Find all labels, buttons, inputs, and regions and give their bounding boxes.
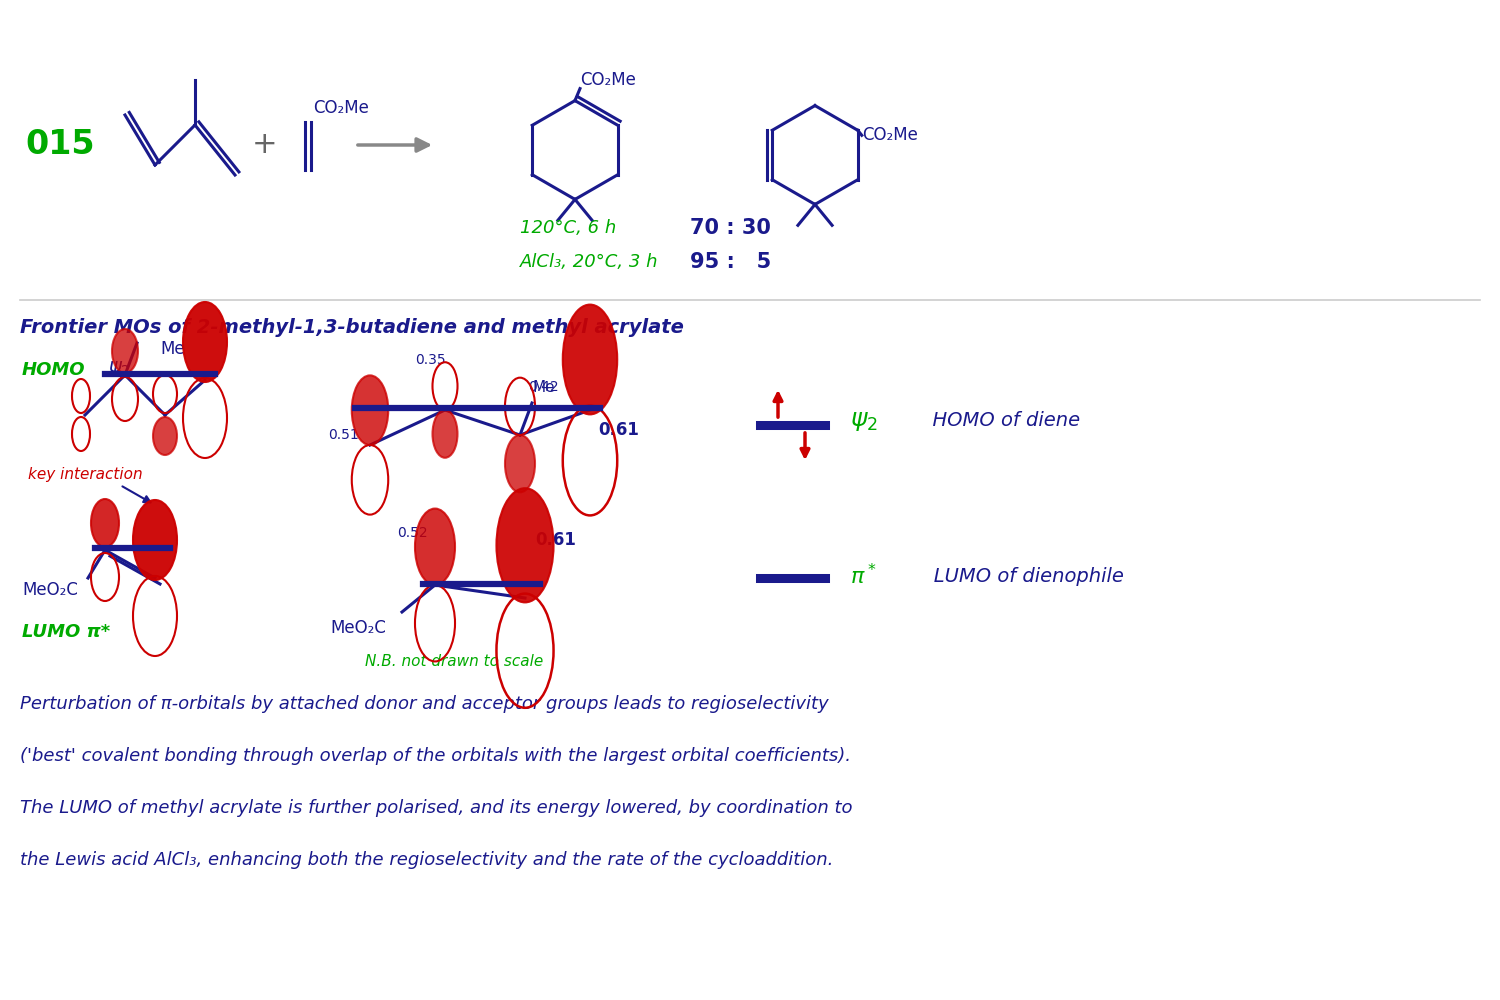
Text: 70 : 30: 70 : 30 bbox=[690, 218, 771, 238]
Ellipse shape bbox=[506, 435, 536, 492]
Ellipse shape bbox=[112, 329, 138, 373]
Text: 120°C, 6 h: 120°C, 6 h bbox=[520, 219, 616, 237]
Text: key interaction: key interaction bbox=[28, 468, 142, 483]
Text: $\pi^*$: $\pi^*$ bbox=[850, 563, 877, 589]
Text: CO₂Me: CO₂Me bbox=[580, 71, 636, 89]
Text: Me: Me bbox=[160, 340, 184, 358]
Ellipse shape bbox=[153, 417, 177, 455]
Text: CO₂Me: CO₂Me bbox=[862, 126, 918, 144]
Text: AlCl₃, 20°C, 3 h: AlCl₃, 20°C, 3 h bbox=[520, 253, 658, 271]
Text: HOMO: HOMO bbox=[22, 361, 86, 379]
Text: MeO₂C: MeO₂C bbox=[330, 619, 386, 637]
Text: $\psi_2$: $\psi_2$ bbox=[850, 409, 877, 433]
Text: Frontier MOs of 2-methyl-1,3-butadiene and methyl acrylate: Frontier MOs of 2-methyl-1,3-butadiene a… bbox=[20, 318, 684, 337]
Text: Perturbation of π-orbitals by attached donor and acceptor groups leads to regios: Perturbation of π-orbitals by attached d… bbox=[20, 695, 828, 713]
Text: $\psi_2$: $\psi_2$ bbox=[108, 359, 130, 377]
Text: 015: 015 bbox=[26, 128, 94, 161]
Ellipse shape bbox=[496, 488, 554, 602]
Text: 0.51: 0.51 bbox=[328, 428, 358, 442]
Text: +: + bbox=[252, 130, 278, 159]
Ellipse shape bbox=[134, 500, 177, 580]
Text: N.B. not drawn to scale: N.B. not drawn to scale bbox=[364, 654, 543, 670]
Text: 0.42: 0.42 bbox=[528, 380, 558, 394]
Text: LUMO π*: LUMO π* bbox=[22, 623, 110, 641]
Ellipse shape bbox=[416, 509, 454, 585]
Ellipse shape bbox=[352, 375, 388, 445]
Ellipse shape bbox=[92, 499, 118, 547]
Ellipse shape bbox=[562, 305, 616, 414]
Ellipse shape bbox=[432, 410, 457, 458]
Text: Me: Me bbox=[532, 380, 555, 395]
Text: HOMO of diene: HOMO of diene bbox=[920, 412, 1080, 430]
Text: 0.61: 0.61 bbox=[598, 421, 639, 439]
Text: 0.52: 0.52 bbox=[398, 526, 427, 540]
Text: 0.35: 0.35 bbox=[416, 353, 446, 367]
Text: 0.61: 0.61 bbox=[536, 531, 576, 549]
Text: the Lewis acid AlCl₃, enhancing both the regioselectivity and the rate of the cy: the Lewis acid AlCl₃, enhancing both the… bbox=[20, 851, 834, 869]
Ellipse shape bbox=[183, 302, 226, 382]
Text: CO₂Me: CO₂Me bbox=[314, 99, 369, 117]
Text: The LUMO of methyl acrylate is further polarised, and its energy lowered, by coo: The LUMO of methyl acrylate is further p… bbox=[20, 799, 852, 817]
Text: MeO₂C: MeO₂C bbox=[22, 581, 78, 599]
Text: ('best' covalent bonding through overlap of the orbitals with the largest orbita: ('best' covalent bonding through overlap… bbox=[20, 747, 850, 765]
Text: LUMO of dienophile: LUMO of dienophile bbox=[915, 566, 1124, 586]
Text: 95 :   5: 95 : 5 bbox=[690, 252, 771, 272]
